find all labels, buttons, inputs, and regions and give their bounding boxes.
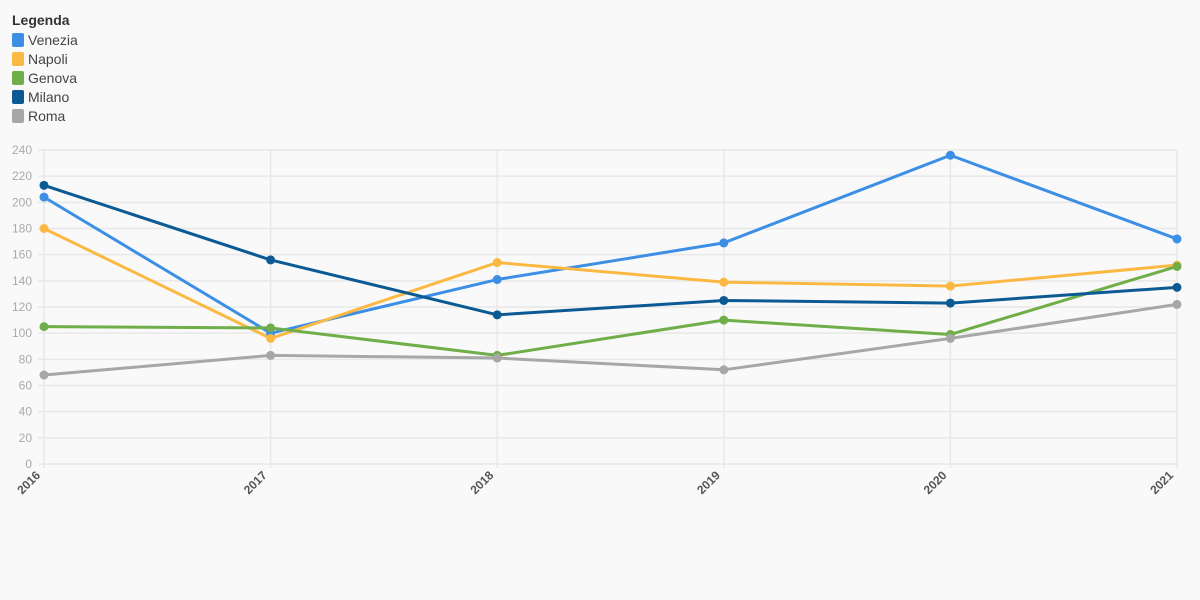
data-point-roma-2018[interactable] — [492, 353, 502, 363]
legend-swatch-napoli — [12, 51, 24, 66]
x-tick-label-2017: 2017 — [241, 468, 270, 497]
y-tick-label-180: 180 — [12, 222, 32, 236]
data-point-venezia-2016[interactable] — [39, 192, 49, 202]
y-tick-label-60: 60 — [19, 379, 33, 393]
y-tick-label-20: 20 — [19, 431, 33, 445]
data-point-venezia-2018[interactable] — [492, 275, 502, 285]
x-tick-label-2019: 2019 — [694, 468, 723, 497]
y-tick-label-140: 140 — [12, 274, 32, 288]
legend-label-genova: Genova — [28, 69, 78, 86]
data-point-napoli-2017[interactable] — [266, 333, 276, 343]
legend-item-roma[interactable]: Roma — [12, 106, 78, 125]
y-tick-label-120: 120 — [12, 300, 32, 314]
series-line-milano — [42, 183, 1179, 317]
data-point-genova-2019[interactable] — [719, 315, 729, 325]
y-tick-label-0: 0 — [25, 457, 32, 471]
series-line-venezia — [42, 153, 1179, 335]
y-tick-label-220: 220 — [12, 169, 32, 183]
data-point-genova-2017[interactable] — [266, 323, 276, 333]
legend-label-milano: Milano — [28, 88, 70, 105]
legend-swatch-venezia — [12, 32, 24, 47]
series-line-genova — [42, 264, 1179, 357]
y-tick-label-160: 160 — [12, 248, 32, 262]
x-tick-label-2021: 2021 — [1147, 468, 1176, 497]
data-point-napoli-2019[interactable] — [719, 277, 729, 287]
series-group — [39, 150, 1182, 380]
data-point-genova-2016[interactable] — [39, 322, 49, 332]
y-tick-label-240: 240 — [12, 143, 32, 157]
data-point-milano-2021[interactable] — [1172, 282, 1182, 292]
x-tick-label-2018: 2018 — [468, 468, 497, 497]
legend-swatch-roma — [12, 108, 24, 123]
legend-swatch-genova — [12, 70, 24, 85]
y-axis-ticks: 0 20 40 60 80 100 120 140 160 180 200 220 240 — [12, 143, 32, 471]
data-point-napoli-2018[interactable] — [492, 258, 502, 268]
data-point-milano-2020[interactable] — [945, 298, 955, 308]
legend-label-venezia: Venezia — [28, 31, 78, 48]
data-point-napoli-2016[interactable] — [39, 224, 49, 233]
legend-label-roma: Roma — [28, 107, 66, 124]
y-tick-label-100: 100 — [12, 326, 32, 340]
x-axis-ticks: 2016 2017 2018 2019 2020 2021 — [14, 468, 1176, 497]
series-line-napoli — [42, 227, 1179, 340]
data-point-genova-2021[interactable] — [1172, 261, 1182, 271]
y-tick-label-80: 80 — [19, 352, 33, 366]
data-point-milano-2016[interactable] — [39, 180, 49, 190]
data-point-roma-2017[interactable] — [266, 350, 276, 360]
data-point-venezia-2019[interactable] — [719, 238, 729, 248]
y-tick-label-40: 40 — [19, 405, 33, 419]
data-point-roma-2016[interactable] — [39, 370, 49, 380]
legend-item-venezia[interactable]: Venezia — [12, 30, 78, 49]
legend-item-genova[interactable]: Genova — [12, 68, 78, 87]
legend-item-napoli[interactable]: Napoli — [12, 49, 78, 68]
data-point-venezia-2020[interactable] — [945, 150, 955, 160]
data-point-roma-2021[interactable] — [1172, 299, 1182, 309]
data-point-roma-2019[interactable] — [719, 365, 729, 375]
x-tick-label-2020: 2020 — [921, 468, 950, 497]
data-point-venezia-2021[interactable] — [1172, 234, 1182, 244]
data-point-milano-2019[interactable] — [719, 295, 729, 305]
data-point-milano-2017[interactable] — [266, 255, 276, 265]
data-point-napoli-2020[interactable] — [945, 281, 955, 291]
legend-swatch-milano — [12, 89, 24, 104]
y-tick-label-200: 200 — [12, 195, 32, 209]
legend: Legenda Venezia Napoli Genova Milano Roma — [12, 12, 78, 125]
series-line-roma — [42, 302, 1179, 377]
data-point-milano-2018[interactable] — [492, 310, 502, 320]
data-point-roma-2020[interactable] — [945, 333, 955, 343]
legend-label-napoli: Napoli — [28, 50, 68, 67]
x-tick-label-2016: 2016 — [14, 468, 43, 497]
legend-item-milano[interactable]: Milano — [12, 87, 78, 106]
legend-items: Venezia Napoli Genova Milano Roma — [12, 30, 78, 125]
legend-title: Legenda — [12, 12, 70, 28]
